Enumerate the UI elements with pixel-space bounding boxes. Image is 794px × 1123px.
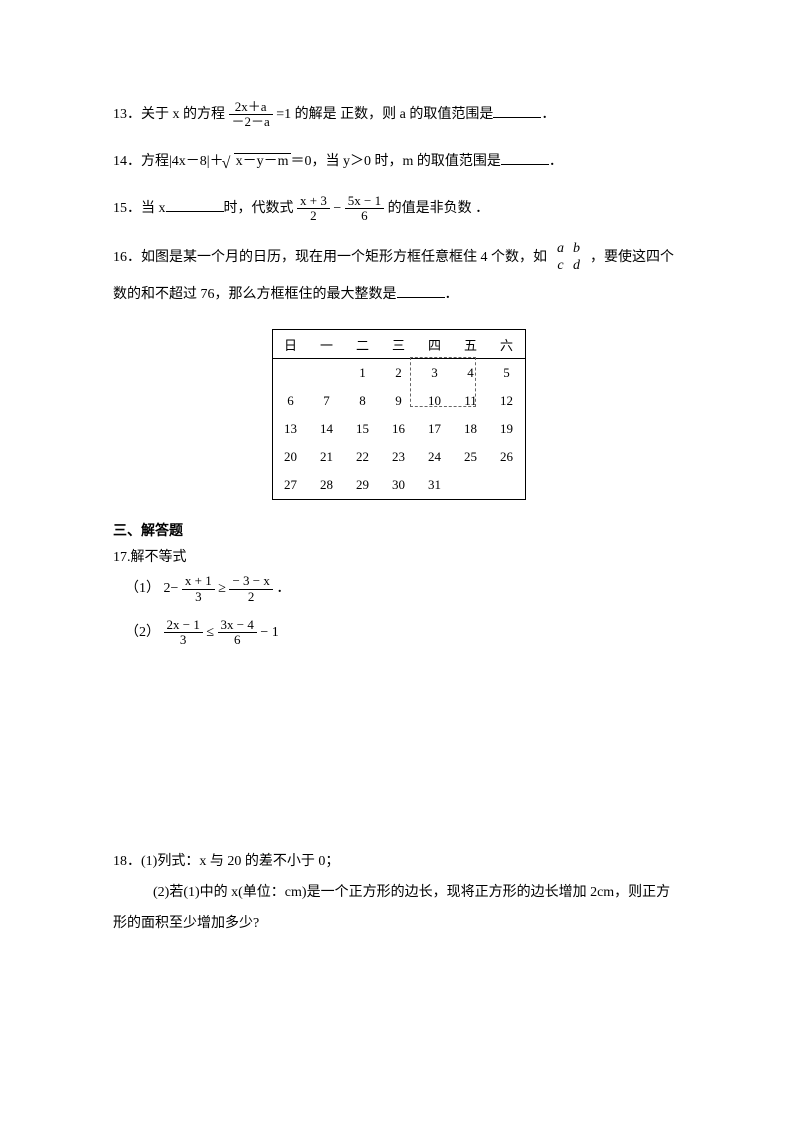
q17-2-frac1: 2x − 1 3: [164, 618, 203, 648]
calendar-cell: 28: [309, 471, 345, 500]
calendar-cell: 7: [309, 387, 345, 415]
calendar-cell: 9: [381, 387, 417, 415]
calendar-cell: 3: [417, 359, 453, 388]
section-3-title: 三、解答题: [113, 520, 684, 540]
calendar-header: 四: [417, 330, 453, 359]
calendar-cell: 17: [417, 415, 453, 443]
q14-suffix: ．: [549, 154, 563, 169]
calendar-cell: 27: [272, 471, 309, 500]
calendar-cell: 8: [345, 387, 381, 415]
q18-line1: 18．(1)列式：x 与 20 的差不小于 0；: [113, 847, 684, 878]
calendar-table: 日一二三四五六123456789101112131415161718192021…: [272, 329, 526, 500]
blank: [397, 283, 445, 298]
calendar-cell: 30: [381, 471, 417, 500]
calendar-cell: 20: [272, 443, 309, 471]
calendar-cell: 29: [345, 471, 381, 500]
calendar-header: 三: [381, 330, 417, 359]
calendar-header: 五: [453, 330, 489, 359]
q13-mid: =1 的解是 正数，则 a 的取值范围是: [276, 107, 493, 122]
q15-suffix: 的值是非负数 ．: [388, 201, 490, 216]
calendar-cell: 21: [309, 443, 345, 471]
calendar-cell: 26: [489, 443, 526, 471]
question-13: 13．关于 x 的方程 2x＋a －2－a =1 的解是 正数，则 a 的取值范…: [113, 100, 684, 131]
q17-1-frac1: x + 1 3: [182, 574, 215, 604]
q14-prefix: 14．方程|4x－8|＋: [113, 154, 224, 169]
q17-1-label: （1）: [125, 581, 160, 596]
calendar-header: 一: [309, 330, 345, 359]
calendar-cell: 2: [381, 359, 417, 388]
q16-line1b: ，要使这四个: [590, 250, 674, 265]
calendar-cell: 11: [453, 387, 489, 415]
q17-2-frac2: 3x − 4 6: [218, 618, 257, 648]
calendar-cell: [453, 471, 489, 500]
q18-line2a: (2)若(1)中的 x(单位：cm)是一个正方形的边长，现将正方形的边长增加 2…: [113, 878, 684, 909]
calendar-cell: 1: [345, 359, 381, 388]
q17-2-label: （2）: [125, 625, 160, 640]
calendar-cell: 19: [489, 415, 526, 443]
q17-title: 17.解不等式: [113, 546, 684, 566]
calendar-cell: [272, 359, 309, 388]
question-18: 18．(1)列式：x 与 20 的差不小于 0； (2)若(1)中的 x(单位：…: [113, 847, 684, 939]
calendar-cell: 24: [417, 443, 453, 471]
question-15: 15．当 x 时，代数式 x + 3 2 − 5x − 1 6 的值是非负数 ．: [113, 194, 684, 225]
calendar-inner: 日一二三四五六123456789101112131415161718192021…: [272, 329, 526, 500]
q15-frac2: 5x − 1 6: [345, 194, 384, 224]
calendar-cell: 12: [489, 387, 526, 415]
q17-sub1: （1） 2− x + 1 3 ≥ − 3 − x 2 ．: [113, 574, 684, 604]
q13-prefix: 13．关于 x 的方程: [113, 107, 225, 122]
calendar-cell: 5: [489, 359, 526, 388]
q17-sub2: （2） 2x − 1 3 ≤ 3x − 4 6 − 1: [113, 618, 684, 648]
calendar-header: 日: [272, 330, 309, 359]
calendar-cell: 15: [345, 415, 381, 443]
q18-line2b: 形的面积至少增加多少?: [113, 909, 684, 940]
q16-suffix: ．: [445, 287, 459, 302]
minus: −: [333, 201, 341, 216]
q14-mid: ＝0，当 y＞0 时，m 的取值范围是: [291, 154, 501, 169]
q15-mid1: 时，代数式: [224, 201, 294, 216]
calendar-cell: 13: [272, 415, 309, 443]
blank: [166, 197, 224, 212]
calendar-cell: [489, 471, 526, 500]
blank: [493, 103, 541, 118]
calendar-header: 二: [345, 330, 381, 359]
blank: [501, 150, 549, 165]
calendar-cell: 25: [453, 443, 489, 471]
q15-prefix: 15．当 x: [113, 201, 166, 216]
q16-line1a: 16．如图是某一个月的日历，现在用一个矩形方框任意框住 4 个数，如: [113, 250, 547, 265]
q17-1-frac2: − 3 − x 2: [229, 574, 272, 604]
q15-frac1: x + 3 2: [297, 194, 330, 224]
calendar-cell: 6: [272, 387, 309, 415]
calendar-cell: [309, 359, 345, 388]
calendar-cell: 4: [453, 359, 489, 388]
question-14: 14．方程|4x－8|＋x－y－m＝0，当 y＞0 时，m 的取值范围是 ．: [113, 147, 684, 178]
q16-line2: 数的和不超过 76，那么方框框住的最大整数是: [113, 287, 397, 302]
calendar-cell: 16: [381, 415, 417, 443]
question-16: 16．如图是某一个月的日历，现在用一个矩形方框任意框住 4 个数，如 ab cd…: [113, 240, 684, 313]
page-content: 13．关于 x 的方程 2x＋a －2－a =1 的解是 正数，则 a 的取值范…: [0, 0, 794, 1016]
sqrt-expr: x－y－m: [224, 147, 291, 178]
calendar-cell: 22: [345, 443, 381, 471]
calendar-cell: 10: [417, 387, 453, 415]
calendar-cell: 31: [417, 471, 453, 500]
q13-fraction: 2x＋a －2－a: [229, 100, 273, 130]
calendar-header: 六: [489, 330, 526, 359]
q13-suffix: ．: [541, 107, 555, 122]
calendar-cell: 23: [381, 443, 417, 471]
calendar-cell: 18: [453, 415, 489, 443]
calendar-cell: 14: [309, 415, 345, 443]
calendar-container: 日一二三四五六123456789101112131415161718192021…: [113, 329, 684, 500]
matrix-abcd: ab cd: [553, 241, 585, 275]
